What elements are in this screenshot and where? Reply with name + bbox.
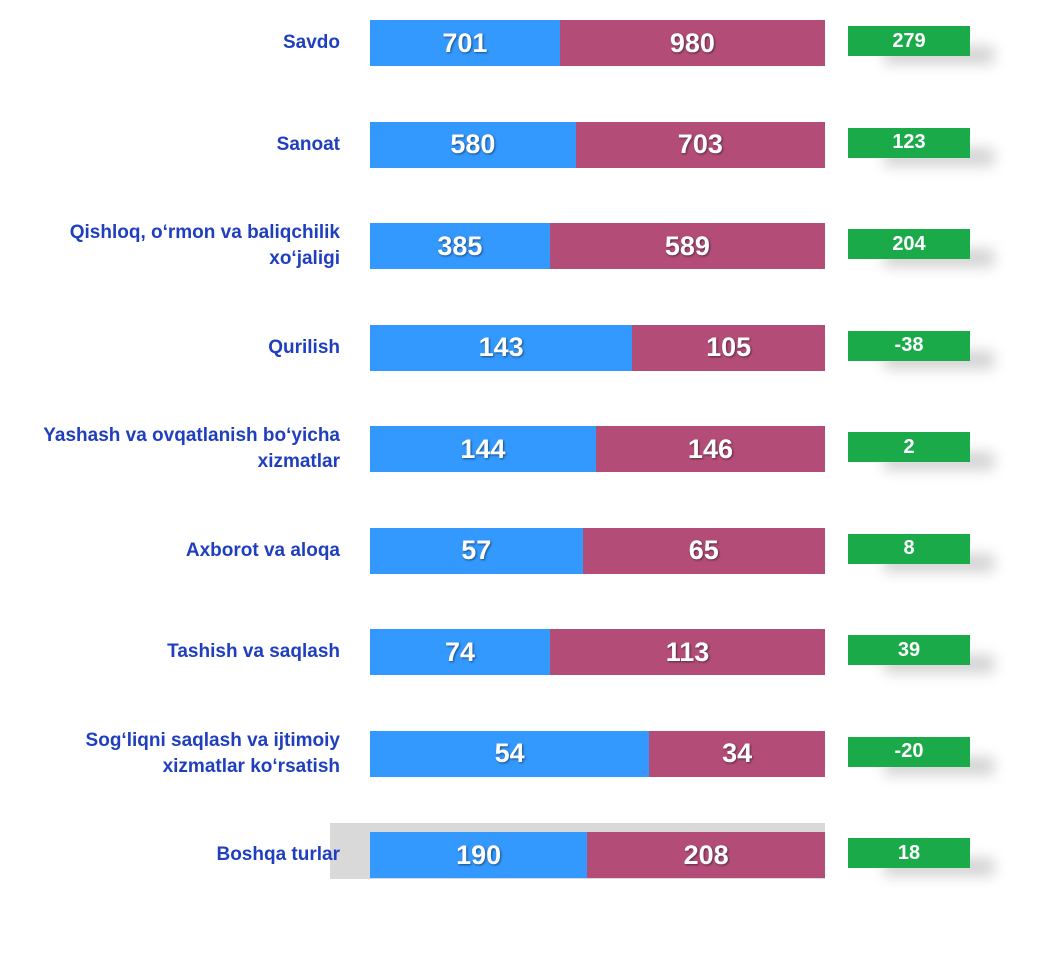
category-label: Sanoat [276, 133, 340, 155]
category-label: Tashish va saqlash [167, 641, 340, 662]
category-label: Savdo [282, 32, 340, 53]
value-label: 65 [688, 535, 719, 565]
bar-segment: 57 [370, 527, 583, 574]
category-label: Qurilish [268, 336, 340, 358]
bar-segment: 701 [370, 20, 560, 66]
bar-segment: 143 [370, 324, 633, 371]
value-label: 580 [450, 129, 496, 159]
value-label: 144 [460, 433, 506, 464]
difference-label: 2 [848, 432, 970, 462]
category-label: Boshqa turlar [216, 844, 340, 865]
value-label: 57 [461, 535, 492, 565]
difference-label: 8 [848, 533, 970, 564]
difference-label: -38 [848, 330, 970, 361]
bar-segment: 105 [632, 324, 825, 371]
bar-segment: 65 [582, 527, 825, 574]
bar-segment: 54 [370, 730, 650, 777]
bar-segment: 74 [370, 629, 551, 675]
bar-segment: 580 [370, 121, 576, 168]
bar-segment: 980 [559, 20, 825, 66]
value-label: 701 [442, 27, 488, 58]
value-label: 190 [456, 839, 502, 870]
value-label: 146 [687, 433, 733, 464]
category-label: Sog‘liqni saqlash va ijtimoiy xizmatlar … [85, 729, 340, 777]
value-label: 74 [445, 636, 476, 667]
value-label: 34 [722, 738, 753, 768]
bar-segment: 144 [370, 426, 596, 472]
value-label: 113 [665, 636, 710, 667]
value-label: 703 [677, 129, 723, 159]
value-label: 589 [664, 230, 710, 261]
value-label: 980 [669, 27, 715, 58]
bar-segment: 190 [370, 832, 588, 878]
value-label: 385 [437, 230, 483, 261]
difference-label: 204 [848, 229, 970, 259]
bar-segment: 703 [575, 121, 825, 168]
value-label: 143 [478, 332, 524, 362]
category-label: Qishloq, o‘rmon va baliqchilik xo‘jaligi [69, 222, 340, 269]
value-label: 54 [494, 738, 525, 768]
bar-segment: 208 [587, 832, 825, 878]
bar-segment: 113 [550, 629, 825, 675]
difference-label: 39 [848, 635, 970, 665]
category-label: Axborot va aloqa [185, 539, 340, 561]
bar-segment: 589 [549, 223, 825, 269]
difference-label: -20 [848, 736, 970, 767]
difference-label: 123 [848, 127, 970, 158]
difference-label: 18 [848, 838, 970, 868]
bar-segment: 385 [370, 223, 550, 269]
value-label: 208 [683, 839, 729, 870]
value-label: 105 [706, 332, 752, 362]
difference-label: 279 [848, 26, 970, 56]
bar-segment: 34 [649, 730, 825, 777]
bar-segment: 146 [595, 426, 825, 472]
category-label: Yashash va ovqatlanish bo‘yicha xizmatla… [43, 425, 340, 472]
